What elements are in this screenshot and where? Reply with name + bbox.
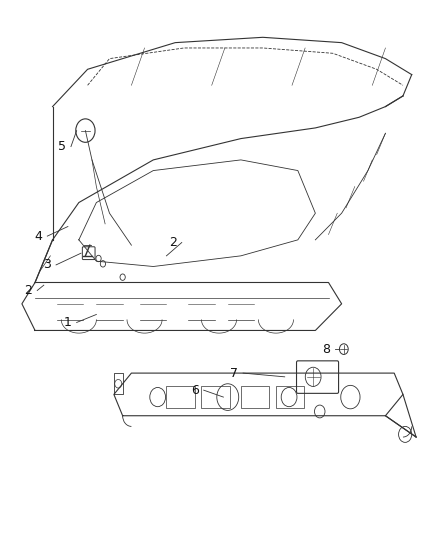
Text: 4: 4 — [35, 230, 42, 243]
Text: 1: 1 — [64, 316, 72, 329]
Bar — [166, 386, 195, 408]
Text: 5: 5 — [58, 140, 66, 153]
Bar — [276, 386, 304, 408]
Text: 3: 3 — [43, 259, 51, 271]
Bar — [201, 386, 230, 408]
Text: 7: 7 — [230, 367, 238, 379]
Text: 2: 2 — [25, 284, 32, 297]
Text: 8: 8 — [322, 343, 330, 356]
Text: 2: 2 — [169, 236, 177, 249]
Text: 6: 6 — [191, 384, 199, 397]
Bar — [241, 386, 269, 408]
